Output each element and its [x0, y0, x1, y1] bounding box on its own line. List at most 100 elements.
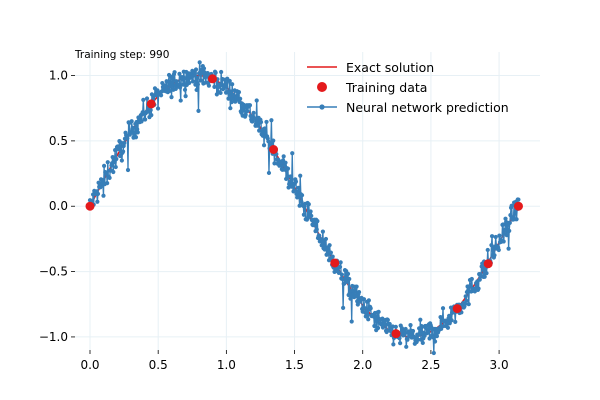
- nn-prediction-point: [376, 309, 381, 314]
- nn-prediction-point: [496, 247, 501, 253]
- nn-prediction-point: [315, 218, 320, 224]
- nn-prediction-point: [431, 335, 436, 340]
- nn-prediction-point: [285, 166, 291, 171]
- x-tick-label: 2.5: [421, 358, 440, 372]
- nn-prediction-point: [177, 71, 182, 76]
- nn-prediction-point: [408, 322, 413, 328]
- nn-prediction-point: [285, 174, 290, 179]
- nn-prediction-point: [254, 98, 259, 103]
- nn-prediction-point: [348, 296, 353, 301]
- legend-training-swatch: [317, 82, 327, 92]
- nn-prediction-point: [298, 173, 303, 178]
- nn-prediction-point: [197, 60, 202, 65]
- nn-prediction-point: [192, 71, 197, 76]
- nn-prediction-point: [297, 203, 302, 208]
- nn-prediction-point: [233, 99, 238, 104]
- x-tick-label: 3.0: [490, 358, 509, 372]
- nn-prediction-point: [328, 250, 333, 255]
- nn-prediction-point: [95, 191, 101, 196]
- nn-prediction-point: [319, 243, 324, 248]
- nn-prediction-point: [251, 110, 256, 115]
- nn-prediction-point: [266, 170, 272, 176]
- nn-prediction-point: [418, 317, 423, 322]
- nn-prediction-point: [238, 96, 243, 101]
- nn-prediction-point: [482, 274, 487, 279]
- nn-prediction-point: [440, 306, 446, 311]
- nn-prediction-point: [264, 119, 269, 125]
- nn-prediction-point: [183, 94, 188, 99]
- nn-prediction-point: [340, 276, 345, 282]
- training-data-point: [269, 145, 279, 155]
- nn-prediction-point: [502, 227, 508, 233]
- nn-prediction-point: [387, 321, 392, 327]
- training-data-point: [146, 99, 156, 109]
- nn-prediction-point: [111, 169, 116, 175]
- nn-prediction-point: [506, 246, 511, 251]
- nn-prediction-point: [500, 222, 506, 227]
- nn-prediction-point: [306, 202, 311, 207]
- nn-prediction-point: [139, 119, 144, 124]
- nn-prediction-point: [245, 108, 250, 114]
- nn-prediction-point: [169, 95, 174, 100]
- nn-prediction-point: [181, 82, 186, 87]
- nn-prediction-point: [405, 337, 410, 342]
- nn-prediction-point: [148, 108, 153, 113]
- nn-prediction-point: [170, 80, 175, 85]
- nn-prediction-point: [122, 140, 127, 146]
- nn-prediction-point: [469, 276, 474, 282]
- nn-prediction-point: [372, 323, 377, 329]
- nn-prediction-point: [308, 209, 313, 214]
- nn-prediction-point: [368, 306, 373, 311]
- nn-prediction-point: [366, 317, 371, 322]
- nn-prediction-point: [431, 350, 436, 356]
- legend: Exact solution Training data Neural netw…: [307, 60, 509, 115]
- nn-prediction-point: [172, 70, 177, 75]
- x-tick-label: 2.0: [353, 358, 372, 372]
- nn-prediction-point: [468, 283, 473, 288]
- nn-prediction-point: [349, 319, 354, 324]
- nn-prediction-point: [258, 120, 264, 125]
- y-tick-label: −0.5: [39, 265, 68, 279]
- nn-prediction-point: [198, 78, 204, 83]
- nn-prediction-point: [330, 254, 335, 259]
- nn-prediction-point: [426, 329, 431, 334]
- nn-prediction-point: [417, 332, 422, 337]
- nn-prediction-point: [213, 70, 218, 75]
- y-tick-label: 0.5: [49, 134, 68, 148]
- nn-prediction-point: [195, 82, 200, 87]
- nn-prediction-point: [513, 210, 518, 215]
- nn-prediction-point: [283, 160, 288, 165]
- nn-prediction-point: [182, 87, 188, 92]
- nn-prediction-point: [501, 239, 506, 244]
- nn-prediction-point: [252, 116, 257, 121]
- nn-prediction-point: [158, 93, 164, 98]
- nn-prediction-point: [295, 189, 300, 195]
- nn-prediction-point: [144, 96, 150, 101]
- nn-prediction-point: [101, 193, 106, 198]
- nn-prediction-point: [290, 184, 295, 189]
- nn-prediction-point: [507, 228, 512, 233]
- nn-prediction-point: [385, 317, 390, 323]
- nn-prediction-point: [228, 106, 233, 111]
- nn-prediction-point: [196, 108, 201, 113]
- nn-prediction-point: [339, 272, 344, 277]
- x-tick-label: 1.0: [217, 358, 236, 372]
- nn-prediction-point: [269, 118, 274, 123]
- legend-nn-swatch-marker: [319, 104, 325, 110]
- nn-prediction-point: [206, 83, 211, 88]
- nn-prediction-point: [404, 344, 409, 349]
- training-data-point: [207, 74, 217, 84]
- nn-prediction-point: [288, 174, 293, 179]
- nn-prediction-point: [187, 80, 192, 85]
- nn-prediction-point: [489, 234, 495, 239]
- nn-prediction-point: [516, 197, 521, 202]
- nn-prediction-point: [226, 96, 231, 101]
- nn-prediction-point: [272, 161, 277, 166]
- nn-prediction-point: [230, 82, 235, 87]
- nn-prediction-point: [327, 243, 332, 248]
- training-data-point: [513, 201, 523, 211]
- nn-prediction-point: [382, 322, 387, 327]
- nn-prediction-point: [125, 167, 131, 173]
- nn-prediction-point: [163, 83, 168, 88]
- legend-nn-label: Neural network prediction: [346, 100, 509, 115]
